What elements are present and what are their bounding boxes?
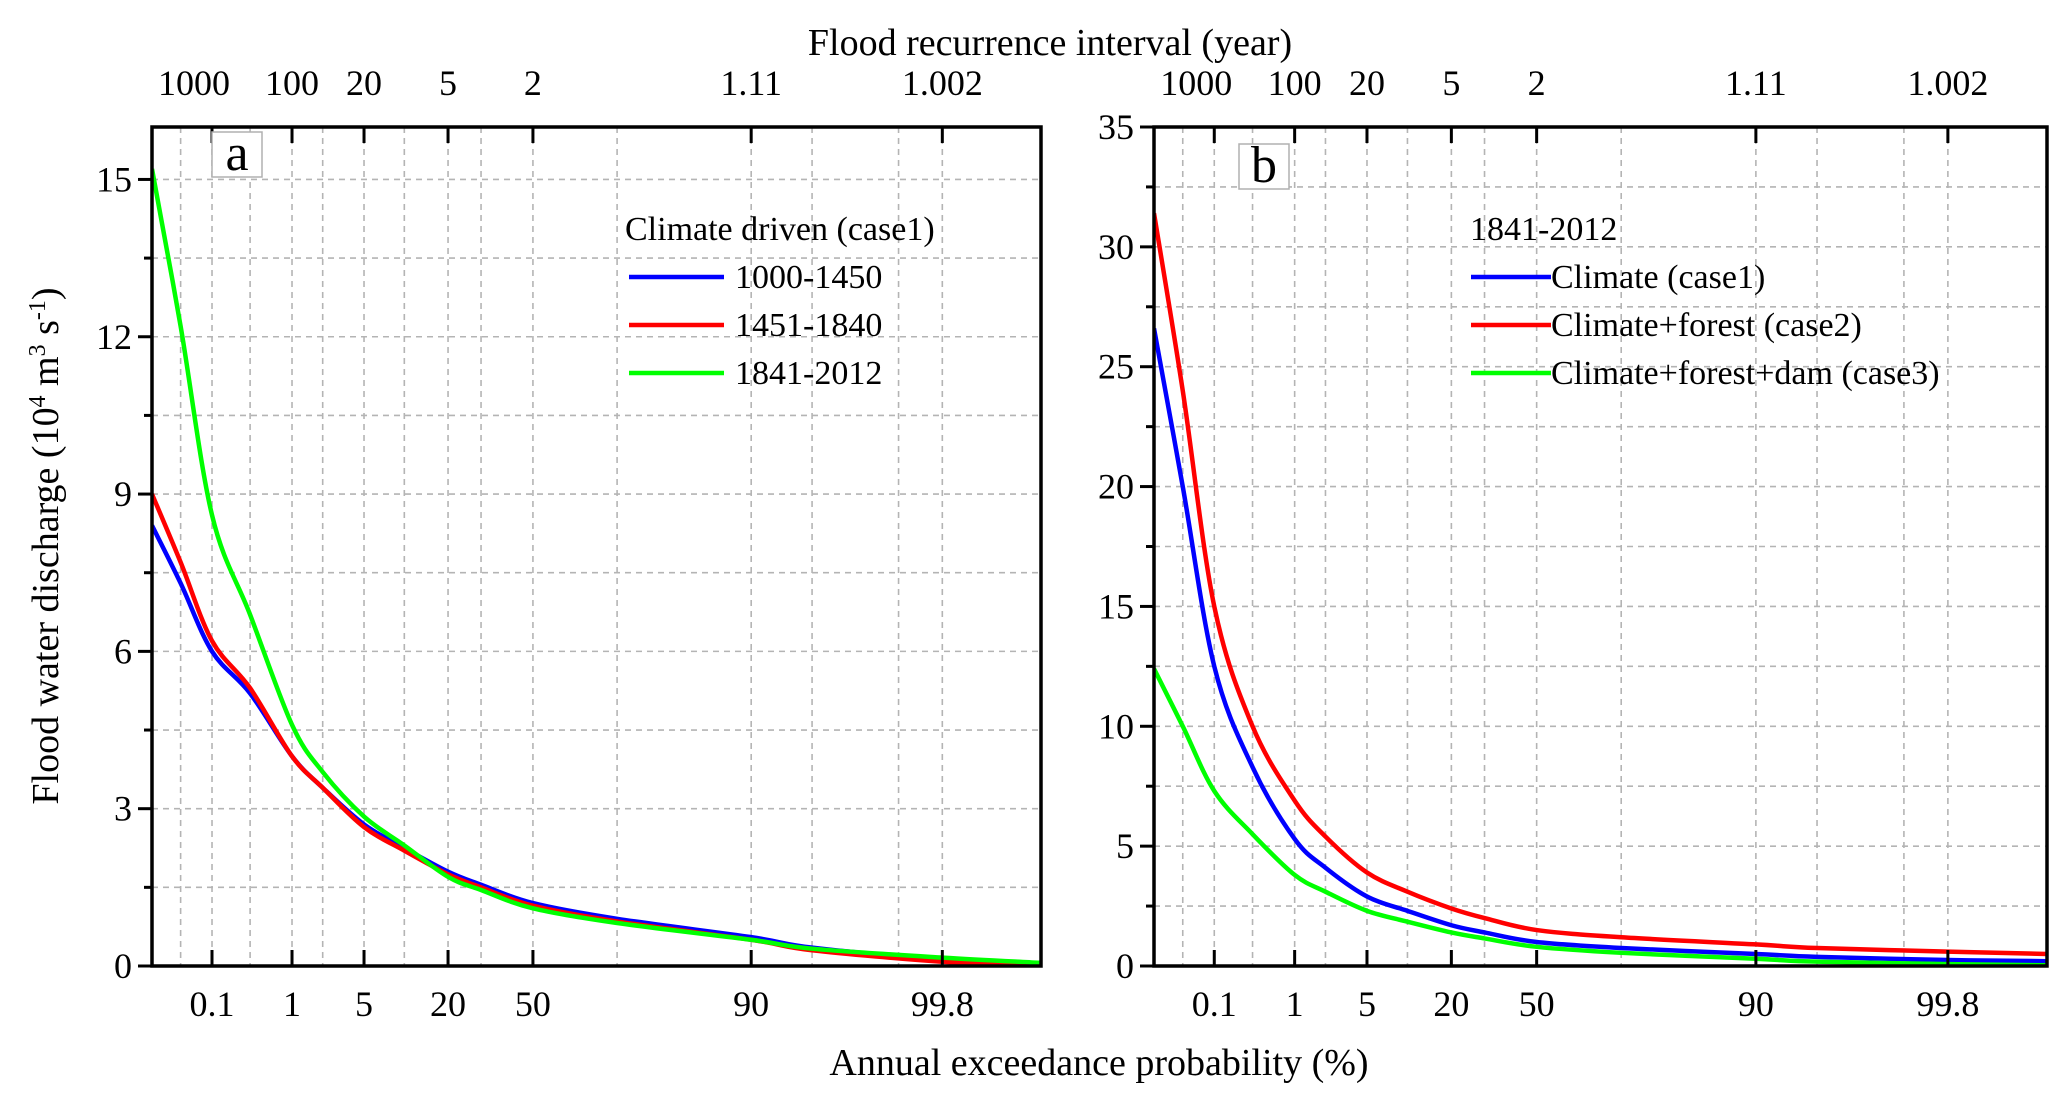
x-tick-label: 50 <box>515 984 551 1024</box>
x-top-tick-label: 100 <box>265 63 319 103</box>
y-axis-title: Flood water discharge (104 m3 s-1) <box>25 287 67 804</box>
y-axis-title-base: Flood water discharge (10 <box>25 407 67 804</box>
y-tick-label: 25 <box>1098 347 1134 387</box>
y-tick-label: 15 <box>96 159 132 199</box>
bottom-axis-title: Annual exceedance probability (%) <box>829 1042 1368 1084</box>
panel-label-box <box>1238 143 1290 190</box>
panel-letter: a <box>225 125 248 182</box>
grid <box>1154 127 2047 966</box>
x-top-tick-label: 1.11 <box>1725 63 1787 103</box>
series-line-climate-forest-dam-case3- <box>1154 667 2047 966</box>
legend: Climate driven (case1) 1000-1450 1451-1840… <box>625 211 935 392</box>
x-top-tick-label: 2 <box>1528 63 1546 103</box>
y-tick-label: 9 <box>114 474 132 514</box>
x-tick-label: 99.8 <box>911 984 974 1024</box>
x-tick-label: 5 <box>355 984 373 1024</box>
x-tick-label: 1 <box>283 984 301 1024</box>
panel-label: a <box>211 125 263 182</box>
x-top-tick-label: 20 <box>1349 63 1385 103</box>
series-line-climate-forest-case2- <box>1154 212 2047 957</box>
series-line-1841-2012 <box>152 168 1041 966</box>
x-axis-bottom: 0.1 1 5 20 50 90 99.8 <box>1192 950 1979 1024</box>
x-top-tick-label: 1.002 <box>902 63 983 103</box>
plot-frame <box>150 125 1043 968</box>
y-axis-title-m: m <box>25 356 67 395</box>
grid <box>152 127 1041 966</box>
y-tick-label: 35 <box>1098 107 1134 147</box>
x-top-tick-label: 5 <box>439 63 457 103</box>
x-tick-label: 5 <box>1358 984 1376 1024</box>
series-line-climate-case1- <box>1154 327 2047 964</box>
y-axis-title-close: ) <box>25 287 67 300</box>
x-tick-label: 20 <box>430 984 466 1024</box>
x-top-tick-label: 1.002 <box>1907 63 1988 103</box>
y-axis-title-s: s <box>25 320 67 344</box>
x-top-tick-label: 1.11 <box>720 63 782 103</box>
y-axis-title-exp2: 3 <box>25 344 51 356</box>
x-tick-label: 90 <box>1738 984 1774 1024</box>
legend-label: 1841-2012 <box>735 355 882 392</box>
legend-label: Climate+forest+dam (case3) <box>1551 355 1940 392</box>
x-top-tick-label: 1000 <box>158 63 230 103</box>
y-axis: 0 3 6 9 12 15 <box>96 159 152 986</box>
legend-label: 1000-1450 <box>735 259 882 296</box>
top-axis-title: Flood recurrence interval (year) <box>808 22 1292 64</box>
y-tick-label: 0 <box>1116 946 1134 986</box>
series-group <box>1154 212 2047 966</box>
x-tick-label: 0.1 <box>1192 984 1237 1024</box>
y-tick-label: 15 <box>1098 586 1134 626</box>
x-top-tick-label: 20 <box>346 63 382 103</box>
y-tick-label: 12 <box>96 317 132 357</box>
x-tick-label: 90 <box>733 984 769 1024</box>
x-axis-top: 1000 100 20 5 2 1.11 1.002 <box>1160 63 1988 143</box>
legend-label: Climate+forest (case2) <box>1551 307 1862 344</box>
series-group <box>152 168 1041 966</box>
x-tick-label: 99.8 <box>1916 984 1979 1024</box>
x-axis-top: 1000 100 20 5 2 1.11 1.002 <box>158 63 983 143</box>
y-tick-label: 6 <box>114 631 132 671</box>
x-top-tick-label: 100 <box>1268 63 1322 103</box>
legend-title: 1841-2012 <box>1470 211 1617 248</box>
legend-label: 1451-1840 <box>735 307 882 344</box>
y-tick-label: 0 <box>114 946 132 986</box>
y-axis-title-exp1: 4 <box>25 395 51 407</box>
panel-label: b <box>1238 137 1290 194</box>
y-tick-label: 10 <box>1098 706 1134 746</box>
x-tick-label: 50 <box>1519 984 1555 1024</box>
x-tick-label: 20 <box>1433 984 1469 1024</box>
panel-letter: b <box>1251 137 1277 194</box>
y-tick-label: 30 <box>1098 227 1134 267</box>
x-top-tick-label: 1000 <box>1160 63 1232 103</box>
x-axis-bottom: 0.1 1 5 20 50 90 99.8 <box>190 950 974 1024</box>
y-tick-label: 20 <box>1098 467 1134 507</box>
y-axis-title-exp3: -1 <box>25 300 51 320</box>
legend: 1841-2012 Climate (case1) Climate+forest (… <box>1470 211 1940 392</box>
legend-label: Climate (case1) <box>1551 259 1765 296</box>
y-axis: 0 5 10 15 20 25 30 35 <box>1098 107 1154 986</box>
y-tick-label: 3 <box>114 789 132 829</box>
legend-title: Climate driven (case1) <box>625 211 935 248</box>
y-tick-label: 5 <box>1116 826 1134 866</box>
x-tick-label: 1 <box>1286 984 1304 1024</box>
x-tick-label: 0.1 <box>190 984 235 1024</box>
x-top-tick-label: 5 <box>1442 63 1460 103</box>
panel-label-box <box>211 131 263 178</box>
x-top-tick-label: 2 <box>524 63 542 103</box>
